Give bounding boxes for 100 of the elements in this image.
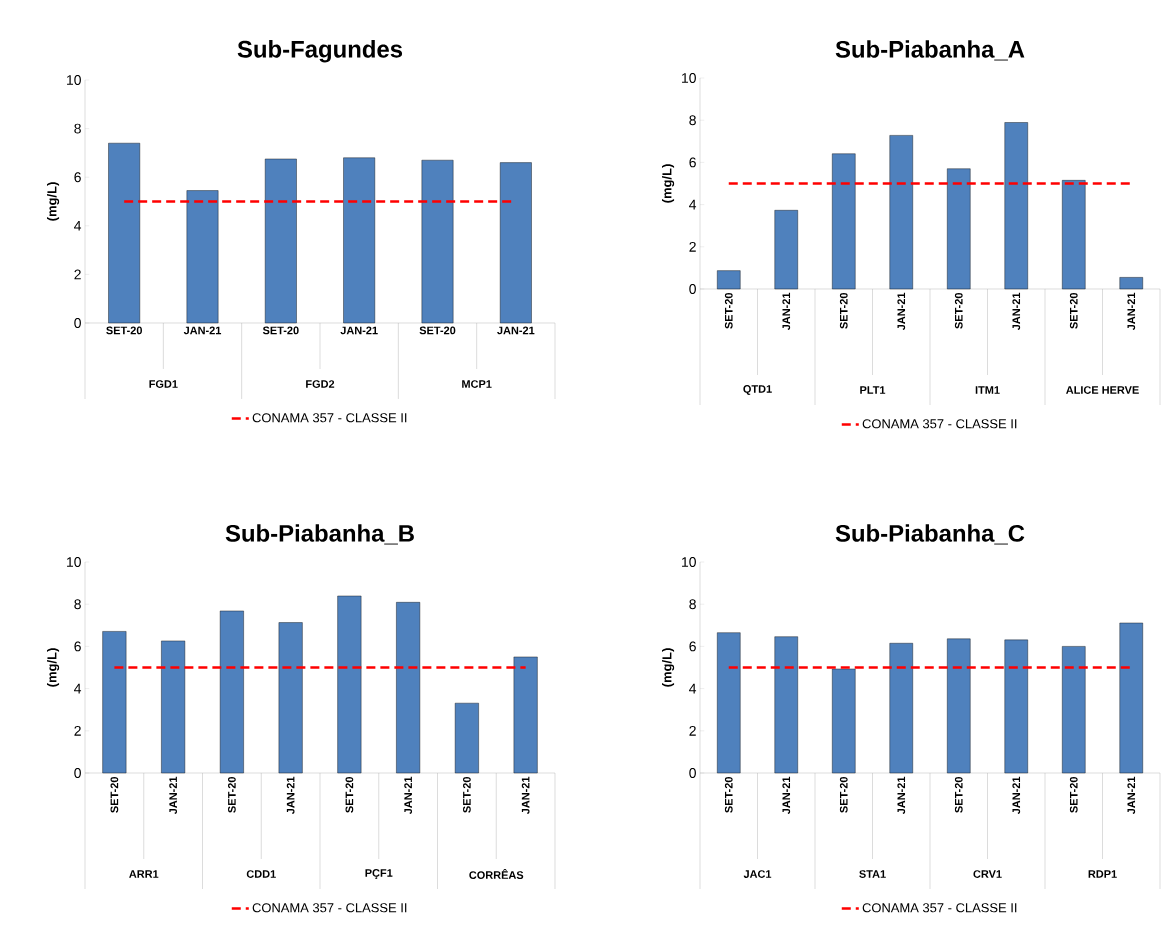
text: STA1: [859, 870, 886, 878]
x-tick-label: SET-20: [954, 292, 963, 329]
y-axis-title: (mg/L): [662, 648, 675, 687]
bar: [421, 159, 454, 324]
y-tick-label: 8: [74, 599, 81, 610]
text: QTD1: [743, 385, 772, 395]
bar: [889, 643, 913, 774]
bar: [1062, 646, 1086, 774]
bar: [454, 702, 479, 774]
legend-label: CONAMA 357 - CLASSE II: [252, 903, 407, 913]
y-tick-label: 0: [689, 768, 696, 778]
y-tick-label: 10: [682, 557, 696, 567]
bar: [186, 190, 219, 324]
bar: [499, 162, 532, 324]
bar: [396, 602, 421, 774]
x-tick-label: SET-20: [228, 776, 236, 813]
bar: [889, 135, 913, 290]
bar: [832, 153, 856, 290]
x-tick-label: JAN-21: [340, 326, 378, 335]
x-tick-label: SET-20: [463, 776, 471, 813]
bar: [832, 668, 856, 774]
bar: [774, 636, 798, 774]
text: JAC1: [743, 870, 772, 878]
y-tick-label: 2: [74, 269, 81, 280]
y-tick-label: 2: [689, 241, 696, 252]
y-tick-label: 6: [74, 172, 81, 183]
text: PLT1: [860, 386, 886, 394]
y-tick-label: 2: [74, 725, 81, 736]
x-tick-label: JAN-21: [497, 326, 535, 335]
y-tick-label: 6: [689, 157, 696, 168]
y-tick-label: 8: [74, 123, 81, 134]
y-tick-label: 4: [689, 683, 697, 694]
chart-title: Sub-Piabanha_A: [835, 40, 1025, 61]
bar: [343, 157, 376, 324]
bar: [717, 270, 741, 290]
bar: [102, 631, 127, 774]
y-axis-title: (mg/L): [46, 648, 60, 687]
x-tick-label: SET-20: [839, 292, 848, 329]
text: CRV1: [973, 870, 1002, 878]
x-tick-label: JAN-21: [782, 776, 791, 815]
y-tick-label: 0: [74, 768, 81, 778]
bar: [1062, 180, 1086, 290]
text: ALICE HERVE: [1066, 386, 1139, 394]
x-tick-label: SET-20: [724, 292, 733, 329]
bar: [1119, 622, 1143, 774]
y-tick-label: 8: [689, 115, 696, 126]
x-tick-label: SET-20: [110, 776, 119, 813]
chart-title: Sub-Piabanha_B: [225, 524, 414, 545]
x-tick-label: SET-20: [106, 326, 142, 335]
bar: [337, 595, 362, 774]
bar: [161, 640, 186, 774]
x-tick-label: SET-20: [839, 776, 848, 813]
y-tick-label: 4: [74, 221, 82, 231]
legend-label: CONAMA 357 - CLASSE II: [862, 903, 1017, 913]
bar: [278, 622, 303, 774]
text: CDD1: [246, 870, 276, 878]
y-tick-label: 4: [689, 199, 697, 210]
y-tick-label: 2: [689, 725, 696, 736]
x-tick-label: JAN-21: [169, 776, 178, 815]
x-tick-label: JAN-21: [183, 326, 222, 335]
y-axis-title: (mg/L): [662, 164, 675, 203]
x-tick-label: SET-20: [262, 326, 299, 335]
y-tick-label: 8: [689, 599, 696, 610]
y-tick-label: 10: [682, 73, 696, 83]
text: PÇF1: [365, 869, 393, 879]
chart-title: Sub-Fagundes: [237, 40, 403, 63]
text: FGD1: [149, 380, 178, 388]
text: CORRÊAS: [469, 869, 524, 879]
x-tick-label: JAN-21: [1012, 776, 1021, 815]
y-axis-title: (mg/L): [46, 182, 60, 221]
text: MCP1: [462, 380, 492, 388]
x-tick-label: JAN-21: [521, 776, 530, 815]
text: RDP1: [1088, 870, 1117, 878]
bar: [219, 610, 244, 774]
bar: [1004, 122, 1028, 290]
y-tick-label: 0: [689, 284, 696, 294]
bar: [1004, 639, 1028, 774]
bar: [1119, 277, 1143, 290]
y-tick-label: 6: [74, 641, 81, 652]
text: ITM1: [975, 386, 1000, 394]
text: FGD2: [306, 380, 335, 388]
bar: [513, 656, 538, 774]
x-tick-label: JAN-21: [1127, 292, 1136, 331]
chart-title: Sub-Piabanha_C: [835, 524, 1025, 545]
bar: [947, 638, 971, 774]
x-tick-label: SET-20: [954, 776, 963, 813]
x-tick-label: JAN-21: [897, 292, 906, 331]
x-tick-label: JAN-21: [1012, 292, 1021, 331]
text: ARR1: [129, 870, 159, 878]
x-tick-label: SET-20: [345, 776, 354, 813]
legend-label: CONAMA 357 - CLASSE II: [862, 419, 1017, 429]
x-tick-label: JAN-21: [1127, 776, 1136, 815]
bar: [947, 168, 971, 290]
x-tick-label: SET-20: [419, 326, 456, 335]
y-tick-label: 4: [74, 683, 82, 694]
y-tick-label: 6: [689, 641, 696, 652]
bar: [264, 158, 297, 324]
bar: [717, 632, 741, 774]
x-tick-label: JAN-21: [404, 776, 413, 815]
bar: [108, 142, 141, 324]
